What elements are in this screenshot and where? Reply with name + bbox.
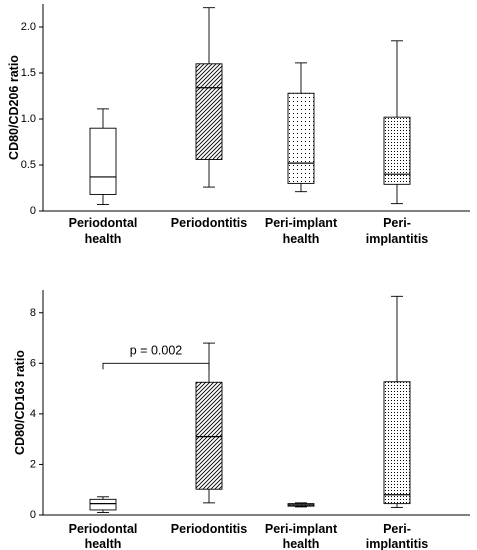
iqr-box: [195, 63, 223, 160]
box-3: [383, 295, 411, 508]
y-tick-label: 1.5: [21, 67, 36, 79]
category-label: Periodontitis: [171, 216, 247, 230]
iqr-box: [383, 381, 411, 505]
category-label: Periodontal: [69, 522, 138, 536]
category-label-line2: health: [283, 232, 320, 246]
category-label: Peri-implant: [265, 522, 338, 536]
category-labels: Periodontal health Periodontitis Peri-impla…: [69, 216, 429, 246]
boxes: [89, 7, 411, 206]
iqr-box: [89, 498, 117, 511]
category-label: Peri-implant: [265, 216, 338, 230]
y-tick-label: 0.5: [21, 159, 36, 171]
category-label: Peri-: [383, 522, 411, 536]
iqr-box: [195, 381, 223, 490]
y-axis-label: CD80/CD206 ratio: [7, 55, 21, 160]
category-label: Peri-: [383, 216, 411, 230]
category-label-line2: health: [85, 232, 122, 246]
box-0: [89, 496, 117, 513]
y-tick-label: 6: [30, 357, 36, 369]
category-label-line2: health: [85, 537, 122, 550]
box-0: [89, 108, 117, 206]
box-2: [287, 502, 315, 508]
category-label-line2: implantitis: [366, 232, 429, 246]
y-tick-label: 2.0: [21, 21, 36, 33]
y-tick-label: 0: [30, 205, 36, 217]
p-value-label: p = 0.002: [130, 343, 183, 357]
category-label: Periodontitis: [171, 522, 247, 536]
iqr-box: [383, 116, 411, 185]
category-label-line2: implantitis: [366, 537, 429, 550]
iqr-box: [89, 127, 117, 195]
box-3: [383, 40, 411, 205]
y-axis-label: CD80/CD163 ratio: [13, 350, 27, 455]
box-1: [195, 7, 223, 188]
category-label: Periodontal: [69, 216, 138, 230]
box-1: [195, 342, 223, 504]
iqr-box: [287, 92, 315, 184]
chart-panel-cd163: CD80/CD163 ratio 0 2 4 6 8 p = 0.002 Periodo…: [13, 290, 470, 550]
chart-panel-cd206: CD80/CD206 ratio 0 0.5 1.0 1.5 2.0 Periodont…: [7, 4, 470, 246]
y-tick-label: 2: [30, 458, 36, 470]
significance-bracket: [102, 362, 210, 370]
boxes: [89, 295, 411, 513]
y-ticks: 0 2 4 6 8: [30, 307, 43, 521]
y-ticks: 0 0.5 1.0 1.5 2.0: [21, 21, 43, 217]
box-2: [287, 62, 315, 193]
annotations: p = 0.002: [102, 343, 210, 370]
y-tick-label: 4: [30, 408, 36, 420]
y-tick-label: 8: [30, 307, 36, 319]
y-tick-label: 1.0: [21, 113, 36, 125]
category-label-line2: health: [283, 537, 320, 550]
y-tick-label: 0: [30, 509, 36, 521]
